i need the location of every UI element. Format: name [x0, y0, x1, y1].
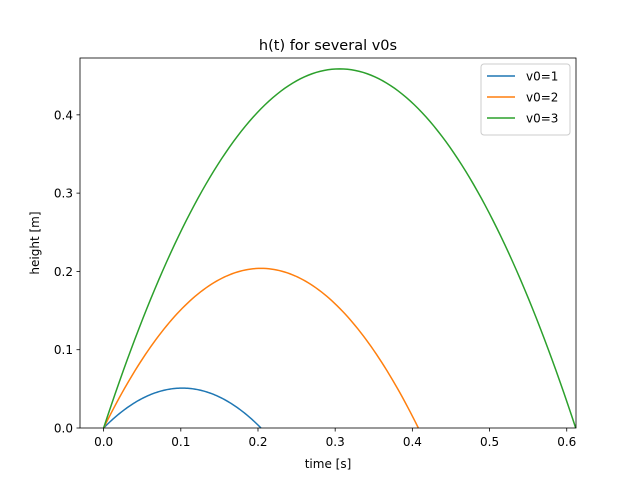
y-tick-label: 0.1	[54, 343, 73, 357]
x-tick-label: 0.1	[171, 435, 190, 449]
x-tick-label: 0.5	[480, 435, 499, 449]
legend-label: v0=1	[526, 70, 558, 84]
x-tick-label: 0.4	[403, 435, 422, 449]
legend-label: v0=2	[526, 91, 558, 105]
x-tick-label: 0.3	[326, 435, 345, 449]
plot-frame	[79, 57, 577, 429]
chart-title: h(t) for several v0s	[259, 38, 397, 54]
y-tick-label: 0.3	[54, 187, 73, 201]
legend: v0=1 v0=2 v0=3	[480, 63, 571, 136]
x-axis: 0.0 0.1 0.2 0.3 0.4 0.5 0.6	[94, 428, 576, 449]
series-layer	[102, 68, 577, 429]
legend-label: v0=3	[526, 112, 558, 126]
x-axis-label: time [s]	[305, 457, 352, 471]
y-axis-label: height [m]	[28, 211, 42, 274]
y-tick-label: 0.4	[54, 108, 73, 122]
x-tick-label: 0.0	[94, 435, 113, 449]
series-line-1	[103, 387, 262, 429]
x-tick-label: 0.6	[557, 435, 576, 449]
y-tick-label: 0.2	[54, 265, 73, 279]
series-line-2	[102, 267, 420, 429]
series-line-3	[102, 68, 577, 429]
x-tick-label: 0.2	[248, 435, 267, 449]
y-tick-label: 0.0	[54, 422, 73, 436]
y-axis: 0.0 0.1 0.2 0.3 0.4	[54, 108, 80, 436]
